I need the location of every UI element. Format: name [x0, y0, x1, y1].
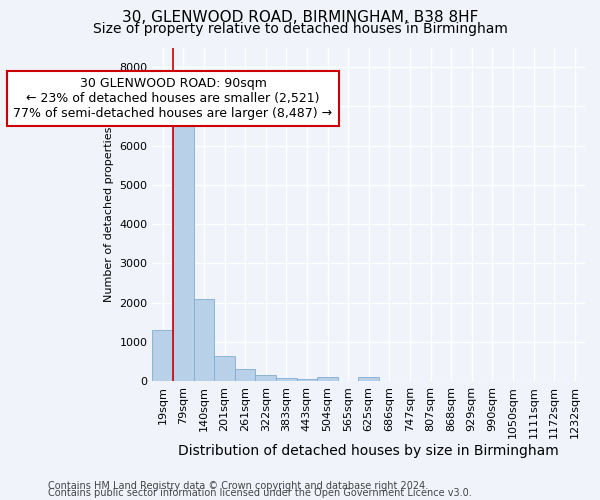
Bar [276, 378, 296, 381]
Text: 30 GLENWOOD ROAD: 90sqm
← 23% of detached houses are smaller (2,521)
77% of semi: 30 GLENWOOD ROAD: 90sqm ← 23% of detache… [13, 77, 332, 120]
Text: 30, GLENWOOD ROAD, BIRMINGHAM, B38 8HF: 30, GLENWOOD ROAD, BIRMINGHAM, B38 8HF [122, 10, 478, 25]
Bar [296, 379, 317, 381]
X-axis label: Distribution of detached houses by size in Birmingham: Distribution of detached houses by size … [178, 444, 559, 458]
Text: Contains HM Land Registry data © Crown copyright and database right 2024.: Contains HM Land Registry data © Crown c… [48, 481, 428, 491]
Bar [214, 356, 235, 381]
Bar [173, 122, 194, 381]
Text: Size of property relative to detached houses in Birmingham: Size of property relative to detached ho… [92, 22, 508, 36]
Bar [152, 330, 173, 381]
Bar [256, 375, 276, 381]
Bar [235, 370, 256, 381]
Bar [194, 298, 214, 381]
Text: Contains public sector information licensed under the Open Government Licence v3: Contains public sector information licen… [48, 488, 472, 498]
Bar [317, 377, 338, 381]
Bar [358, 377, 379, 381]
Y-axis label: Number of detached properties: Number of detached properties [104, 126, 114, 302]
